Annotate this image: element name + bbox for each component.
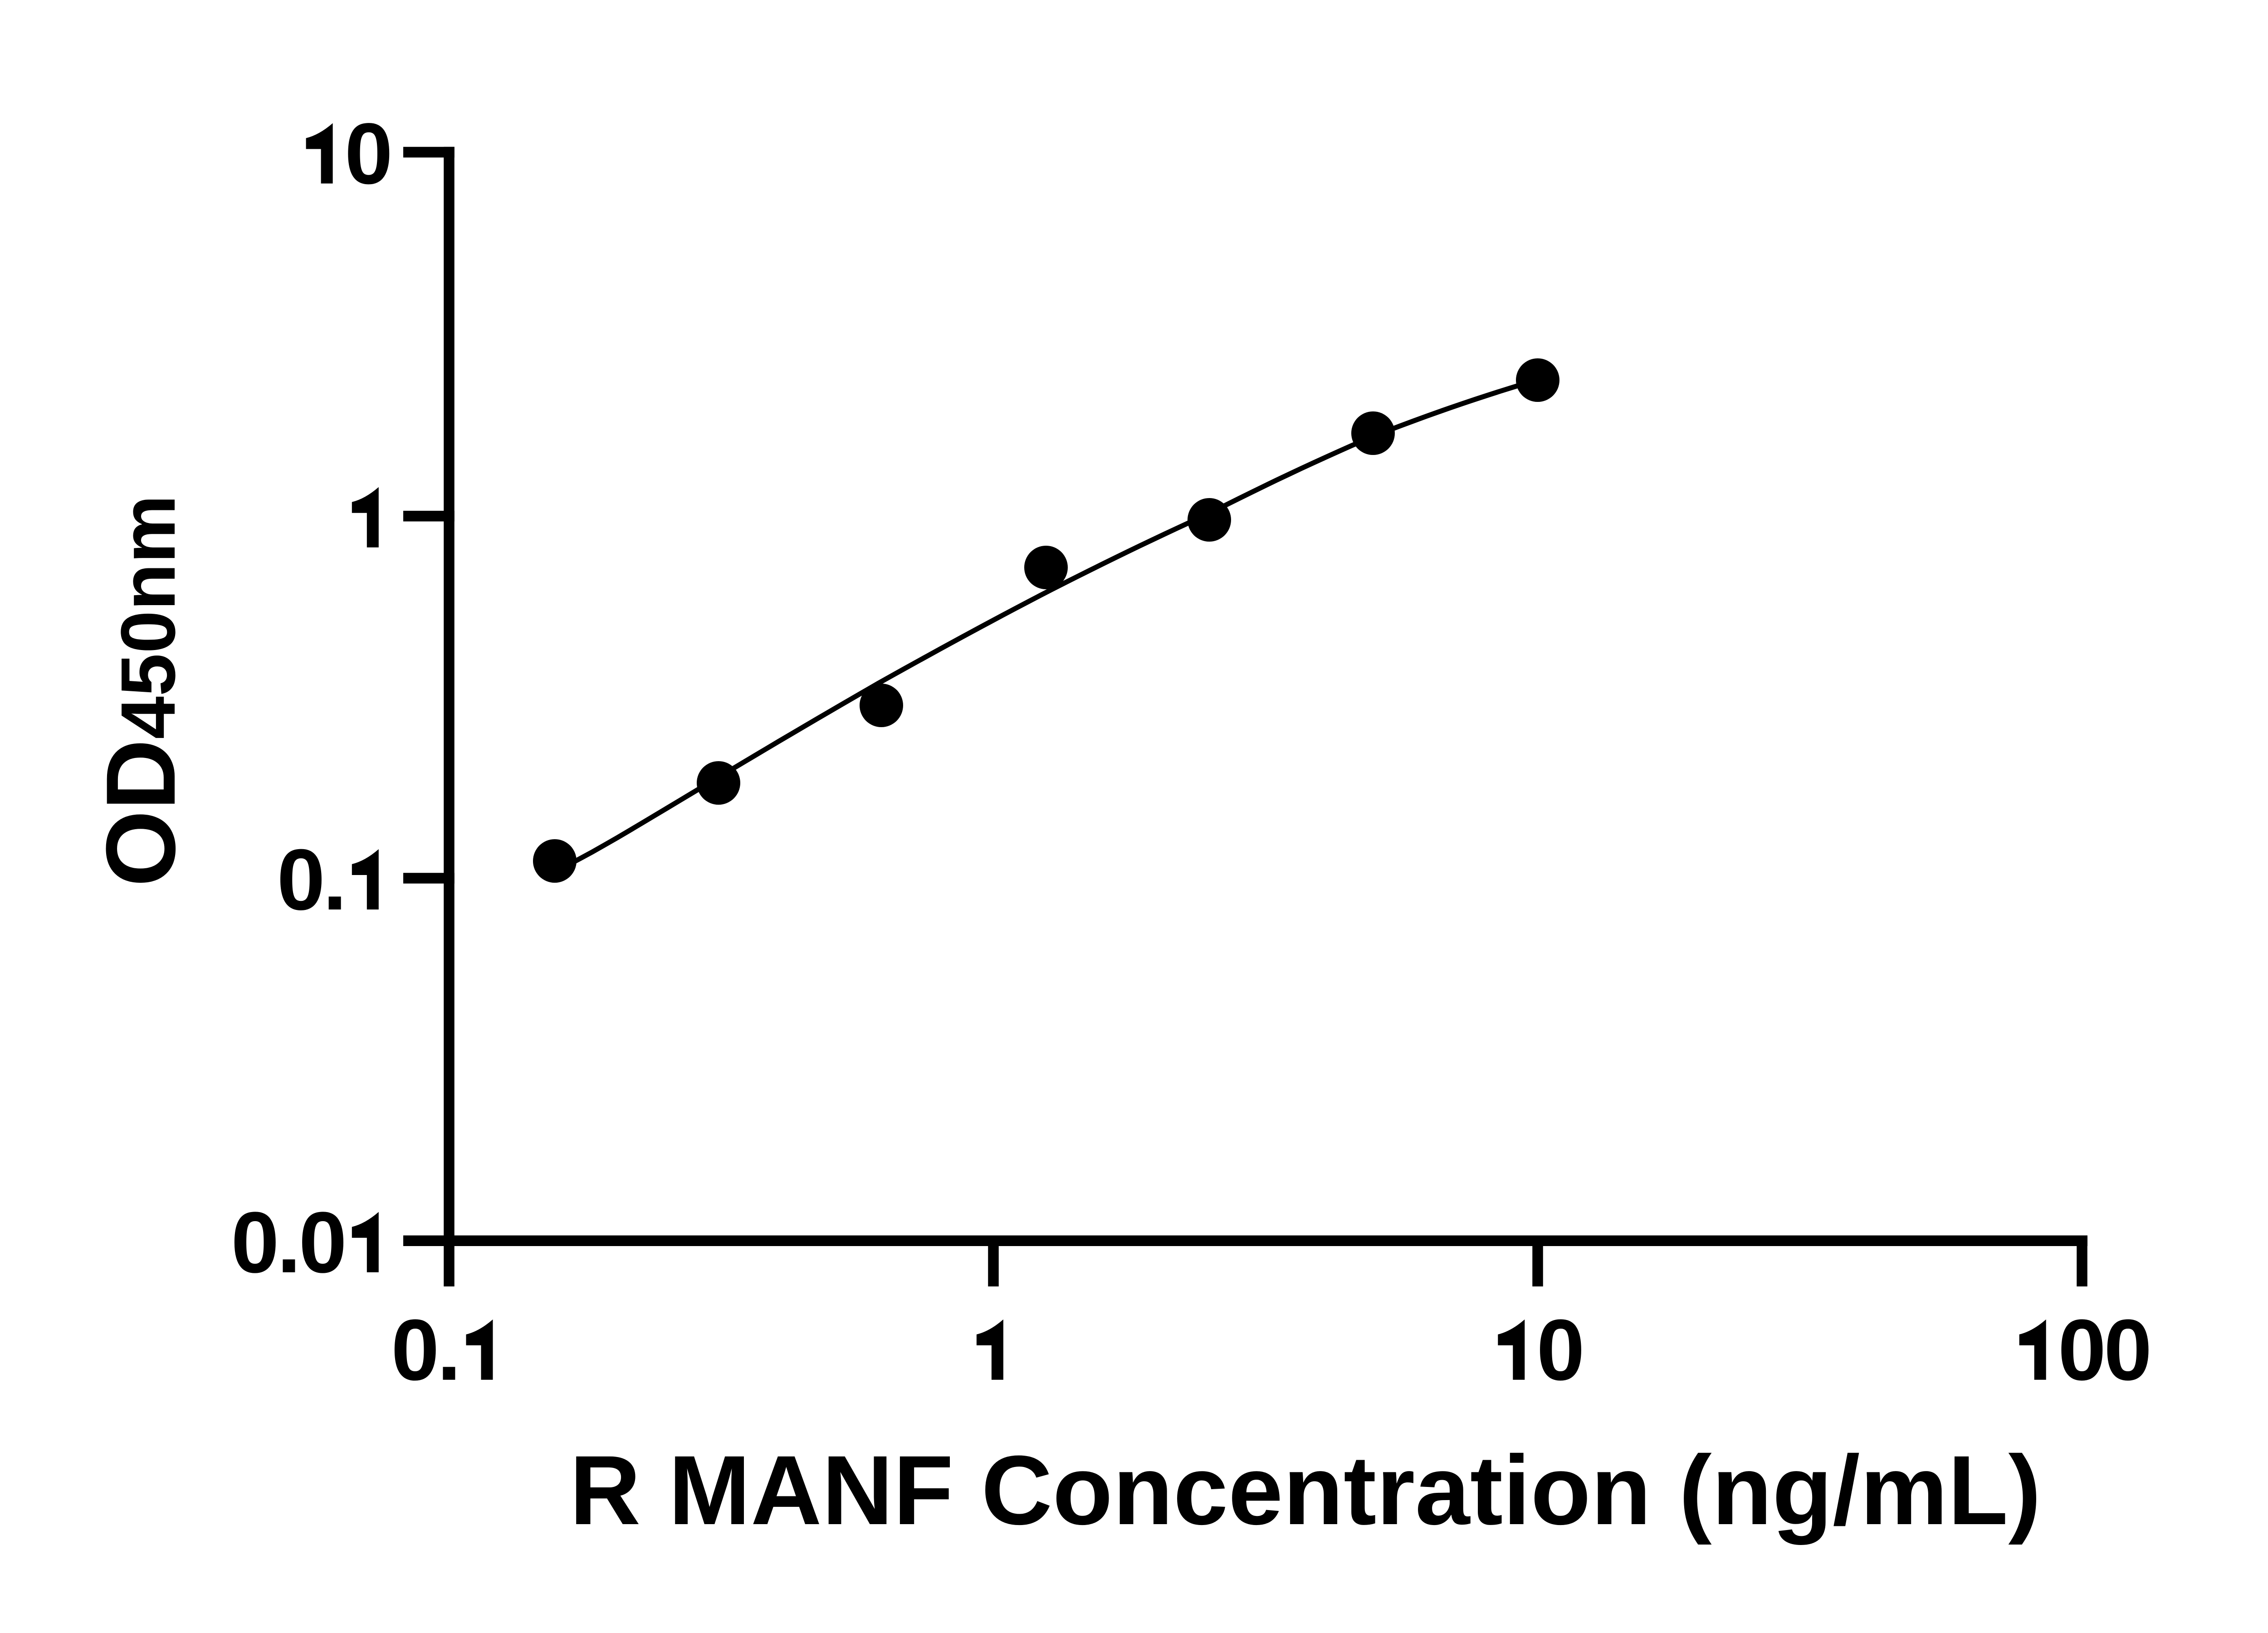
svg-text:.: . (323, 831, 347, 928)
svg-text:0: 0 (231, 1194, 279, 1291)
svg-text:0: 0 (1537, 1302, 1585, 1398)
svg-text:0: 0 (277, 831, 325, 928)
svg-text:.: . (437, 1302, 461, 1398)
svg-text:0: 0 (391, 1302, 439, 1398)
svg-text:0: 0 (2058, 1302, 2106, 1398)
svg-text:0: 0 (345, 106, 393, 202)
svg-text:0: 0 (299, 1194, 347, 1291)
svg-text:.: . (277, 1194, 301, 1291)
svg-text:0: 0 (2104, 1302, 2152, 1398)
svg-text:R MANF Concentration (ng/mL): R MANF Concentration (ng/mL) (570, 1435, 2042, 1545)
svg-text:OD450nm: OD450nm (86, 495, 196, 887)
